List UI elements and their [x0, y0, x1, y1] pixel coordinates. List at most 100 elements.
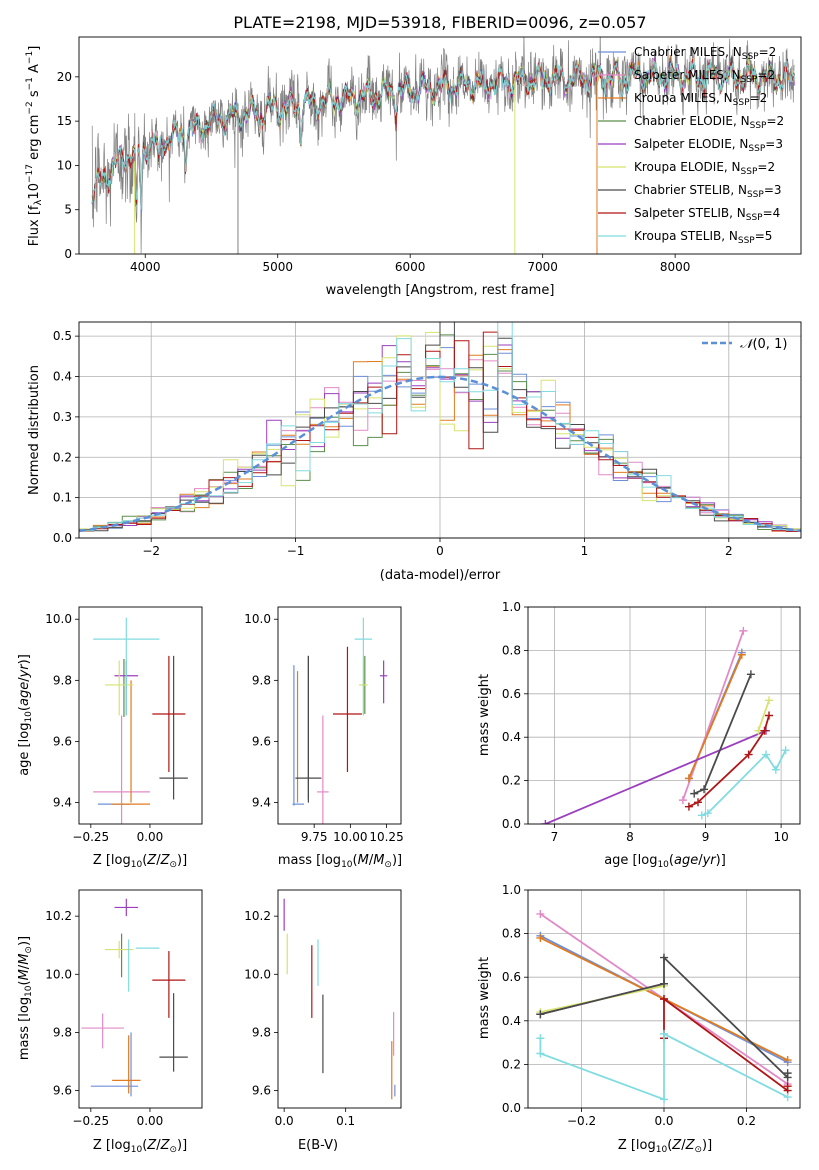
y-tick-label: 10.0 — [244, 612, 271, 626]
axes-frame — [78, 606, 203, 825]
x-tick-label: −0.25 — [72, 830, 109, 844]
massweight-line — [688, 654, 743, 779]
age-vs-Z-xlabel: Z [log10(Z/Z⊙)] — [93, 853, 187, 870]
x-tick-label: 10 — [773, 830, 788, 844]
axes-frame — [78, 36, 802, 255]
residuals-plot-area: −2 −1 0 1 2 0.0 0.1 0.2 0.3 0.4 0.5 — [53, 321, 802, 558]
x-tick-label: 0.00 — [137, 1114, 164, 1128]
mass-vs-EBV-xlabel: E(B-V) — [298, 1138, 338, 1153]
plus-marker — [781, 746, 790, 755]
y-tick-label: 10.2 — [45, 909, 72, 923]
axes-frame — [527, 606, 801, 825]
y-tick-label: 0.4 — [502, 1014, 521, 1028]
mass-vs-EBV-plot-area: 0.0 0.1 9.6 9.8 10.0 10.2 — [244, 889, 402, 1128]
axes-frame — [277, 889, 402, 1109]
x-tick-label: 8000 — [660, 260, 691, 274]
plot-content — [93, 617, 188, 824]
plus-marker — [762, 750, 770, 759]
legend-label-sub: SSP — [741, 167, 758, 177]
plus-marker — [697, 811, 706, 820]
x-tick-label: 0.00 — [137, 830, 164, 844]
y-tick-label: 0.6 — [502, 970, 521, 984]
mass-vs-Z-plot-area: −0.25 0.00 9.6 9.8 10.0 10.2 — [45, 889, 203, 1128]
massweight-line — [663, 997, 789, 1093]
x-tick-label: 9.75 — [301, 830, 328, 844]
axes-frame — [78, 321, 802, 539]
y-tick-label: 10.2 — [244, 909, 271, 923]
y-tick-label: 0 — [64, 247, 72, 261]
y-tick-label: 0.6 — [502, 687, 521, 701]
spectrum-xlabel: wavelength [Angstrom, rest frame] — [326, 283, 555, 298]
age-vs-Z-ylabel: age [log10(age/yr)] — [17, 654, 34, 776]
spectrum-legend: Chabrier MILES, NSSP=2 Salpeter MILES, NS… — [598, 45, 784, 246]
plus-marker — [684, 774, 693, 783]
x-tick-label: 8 — [626, 830, 634, 844]
legend-label-sub: SSP — [748, 144, 765, 154]
x-tick-label: 10.25 — [369, 830, 403, 844]
legend-label: Kroupa MILES, NSSP=2 — [634, 91, 767, 108]
normal-curve — [79, 375, 801, 533]
plus-marker — [765, 711, 774, 720]
residuals-ylabel: Normed distribution — [27, 365, 42, 495]
x-tick-label: 7 — [551, 830, 559, 844]
plus-marker — [536, 1034, 545, 1043]
plus-marker — [684, 802, 693, 811]
x-tick-label: 9 — [702, 830, 710, 844]
plus-marker — [660, 1095, 668, 1104]
y-tick-label: 9.6 — [252, 734, 271, 748]
plus-marker — [536, 1010, 545, 1019]
plus-marker — [744, 750, 753, 759]
y-tick-label: 9.6 — [53, 734, 72, 748]
plus-marker — [783, 1069, 792, 1078]
normal-legend-label: 𝒩(0, 1) — [740, 337, 787, 352]
axes-frame — [78, 889, 203, 1109]
residuals-xlabel: (data-model)/error — [380, 568, 501, 583]
y-tick-label: 9.8 — [53, 673, 72, 687]
plus-marker — [536, 933, 545, 942]
y-tick-label: 0.1 — [53, 491, 72, 505]
grid — [528, 606, 800, 825]
x-tick-label: −0.2 — [567, 1114, 596, 1128]
x-tick-label: 0.0 — [654, 1114, 673, 1128]
x-tick-label: −1 — [287, 544, 305, 558]
legend-label-suffix: =2 — [766, 114, 784, 128]
x-tick-label: −2 — [142, 544, 160, 558]
plot-content — [79, 322, 801, 538]
plus-marker — [694, 798, 702, 807]
legend-label-suffix: =2 — [757, 160, 775, 174]
massweight-vs-Z-ylabel: mass weight — [477, 957, 492, 1039]
y-tick-label: 0.8 — [502, 927, 521, 941]
legend-label-suffix: =2 — [750, 91, 768, 105]
massweight-vs-Z-xlabel: Z [log10(Z/Z⊙)] — [618, 1138, 712, 1155]
plus-marker — [690, 789, 699, 798]
legend-label: Chabrier STELIB, NSSP=3 — [634, 183, 782, 200]
plot-content — [81, 898, 188, 1097]
legend-label-suffix: =2 — [759, 45, 777, 59]
y-tick-label: 0.0 — [53, 531, 72, 545]
legend-label: Salpeter STELIB, NSSP=4 — [634, 206, 780, 223]
model-spectrum-line — [91, 59, 795, 210]
massweight-line — [693, 673, 752, 795]
massweight-vs-Z-plot-area: −0.2 0.0 0.2 0.0 0.2 0.4 0.6 0.8 1.0 — [502, 883, 801, 1128]
legend-label: Salpeter ELODIE, NSSP=3 — [634, 137, 783, 154]
legend-label: Salpeter MILES, NSSP=2 — [634, 68, 775, 85]
legend-label-sub: SSP — [750, 121, 767, 131]
x-tick-label: 4000 — [130, 260, 161, 274]
plus-marker — [760, 726, 769, 735]
residual-histogram — [79, 322, 801, 538]
figure-title: PLATE=2198, MJD=53918, FIBERID=0096, z=0… — [233, 13, 646, 32]
y-tick-label: 9.8 — [252, 1025, 271, 1039]
legend-label-suffix: =3 — [764, 183, 782, 197]
y-tick-label: 0.4 — [502, 730, 521, 744]
plus-marker — [700, 785, 709, 794]
y-tick-label: 9.6 — [53, 1084, 72, 1098]
plus-marker — [660, 1029, 668, 1038]
y-tick-label: 0.5 — [53, 329, 72, 343]
spectrum-plot-area: 4000 5000 6000 7000 8000 0 5 10 15 20 — [57, 36, 802, 274]
legend-label-suffix: =4 — [763, 206, 781, 220]
plus-marker — [737, 650, 746, 659]
y-tick-label: 10.0 — [45, 612, 72, 626]
x-tick-label: 5000 — [262, 260, 293, 274]
y-tick-label: 9.4 — [252, 796, 271, 810]
spectrum-ylabel: Flux [fλ10−17 erg cm−2 s−1 A−1] — [25, 46, 44, 247]
